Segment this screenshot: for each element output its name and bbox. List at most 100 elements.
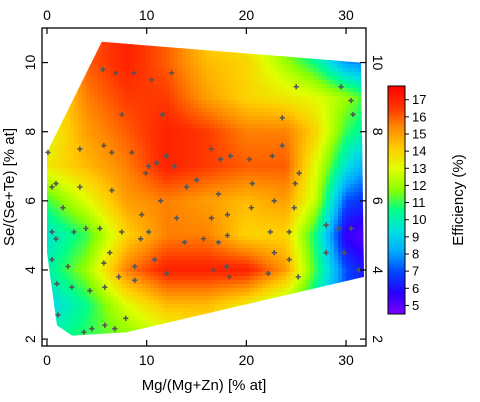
heatmap-cell xyxy=(122,180,127,185)
heatmap-cell xyxy=(94,188,99,193)
heatmap-cell xyxy=(242,120,247,125)
heatmap-cell xyxy=(162,60,167,65)
heatmap-cell xyxy=(234,304,239,309)
heatmap-cell xyxy=(238,52,243,57)
heatmap-cell xyxy=(126,200,131,205)
heatmap-cell xyxy=(262,136,267,141)
heatmap-cell xyxy=(62,336,67,341)
heatmap-cell xyxy=(274,56,279,61)
heatmap-cell xyxy=(90,36,95,41)
heatmap-cell xyxy=(58,72,63,77)
heatmap-cell xyxy=(50,72,55,77)
heatmap-cell xyxy=(226,332,231,336)
heatmap-cell xyxy=(254,320,259,325)
heatmap-cell xyxy=(78,108,83,113)
heatmap-cell xyxy=(230,96,235,101)
heatmap-cell xyxy=(234,212,239,217)
heatmap-cell xyxy=(98,156,103,161)
heatmap-cell xyxy=(66,248,71,253)
heatmap-cell xyxy=(78,116,83,121)
heatmap-cell xyxy=(66,252,71,257)
heatmap-cell xyxy=(226,112,231,117)
heatmap-cell xyxy=(78,188,83,193)
heatmap-cell xyxy=(254,72,259,77)
heatmap-cell xyxy=(82,228,87,233)
heatmap-cell xyxy=(282,128,287,133)
heatmap-cell xyxy=(110,64,115,69)
heatmap-cell xyxy=(130,116,135,121)
heatmap-cell xyxy=(274,148,279,153)
heatmap-cell xyxy=(198,244,203,249)
heatmap-cell xyxy=(158,332,163,336)
heatmap-cell xyxy=(146,336,151,341)
heatmap-cell xyxy=(138,280,143,285)
heatmap-cell xyxy=(162,124,167,129)
heatmap-cell xyxy=(266,268,271,273)
heatmap-cell xyxy=(106,204,111,209)
heatmap-cell xyxy=(54,176,59,181)
heatmap-cell xyxy=(210,324,215,329)
heatmap-cell xyxy=(82,60,87,65)
heatmap-cell xyxy=(54,172,59,177)
heatmap-cell xyxy=(47,240,51,245)
heatmap-cell xyxy=(118,180,123,185)
heatmap-cell xyxy=(230,164,235,169)
heatmap-cell xyxy=(74,160,79,165)
heatmap-cell xyxy=(286,172,291,177)
heatmap-cell xyxy=(206,276,211,281)
heatmap-cell xyxy=(138,60,143,65)
heatmap-cell xyxy=(162,108,167,113)
heatmap-cell xyxy=(82,148,87,153)
heatmap-cell xyxy=(118,36,123,41)
heatmap-cell xyxy=(42,324,47,329)
heatmap-cell xyxy=(278,228,283,233)
heatmap-cell xyxy=(86,176,91,181)
heatmap-cell xyxy=(142,80,147,85)
heatmap-cell xyxy=(54,84,59,89)
heatmap-cell xyxy=(258,340,263,345)
heatmap-cell xyxy=(42,292,47,297)
heatmap-cell xyxy=(250,96,255,101)
heatmap-cell xyxy=(78,96,83,101)
heatmap-cell xyxy=(206,272,211,277)
heatmap-cell xyxy=(82,264,87,269)
heatmap-cell xyxy=(94,124,99,129)
heatmap-cell xyxy=(154,292,159,297)
heatmap-cell xyxy=(198,60,203,65)
heatmap-cell xyxy=(158,268,163,273)
heatmap-cell xyxy=(234,228,239,233)
heatmap-cell xyxy=(58,260,63,265)
heatmap-cell xyxy=(98,120,103,125)
heatmap-cell xyxy=(126,136,131,141)
heatmap-cell xyxy=(178,320,183,325)
heatmap-cell xyxy=(47,236,51,241)
heatmap-cell xyxy=(110,196,115,201)
heatmap-cell xyxy=(274,288,279,293)
heatmap-cell xyxy=(50,116,55,121)
heatmap-cell xyxy=(130,324,135,329)
heatmap-cell xyxy=(166,32,171,37)
heatmap-cell xyxy=(58,200,63,205)
heatmap-cell xyxy=(118,224,123,229)
heatmap-cell xyxy=(206,88,211,93)
heatmap-cell xyxy=(47,56,51,61)
heatmap-cell xyxy=(74,136,79,141)
heatmap-cell xyxy=(234,160,239,165)
heatmap-cell xyxy=(78,32,83,37)
heatmap-cell xyxy=(170,252,175,257)
heatmap-cell xyxy=(282,324,287,329)
heatmap-cell xyxy=(246,168,251,173)
heatmap-cell xyxy=(122,108,127,113)
heatmap-cell xyxy=(246,176,251,181)
heatmap-cell xyxy=(82,132,87,137)
heatmap-cell xyxy=(262,180,267,185)
heatmap-cell xyxy=(250,220,255,225)
heatmap-cell xyxy=(154,108,159,113)
heatmap-cell xyxy=(142,64,147,69)
heatmap-cell xyxy=(118,208,123,213)
heatmap-cell xyxy=(234,92,239,97)
heatmap-cell xyxy=(62,208,67,213)
heatmap-cell xyxy=(134,100,139,105)
heatmap-cell xyxy=(238,264,243,269)
heatmap-cell xyxy=(194,140,199,145)
